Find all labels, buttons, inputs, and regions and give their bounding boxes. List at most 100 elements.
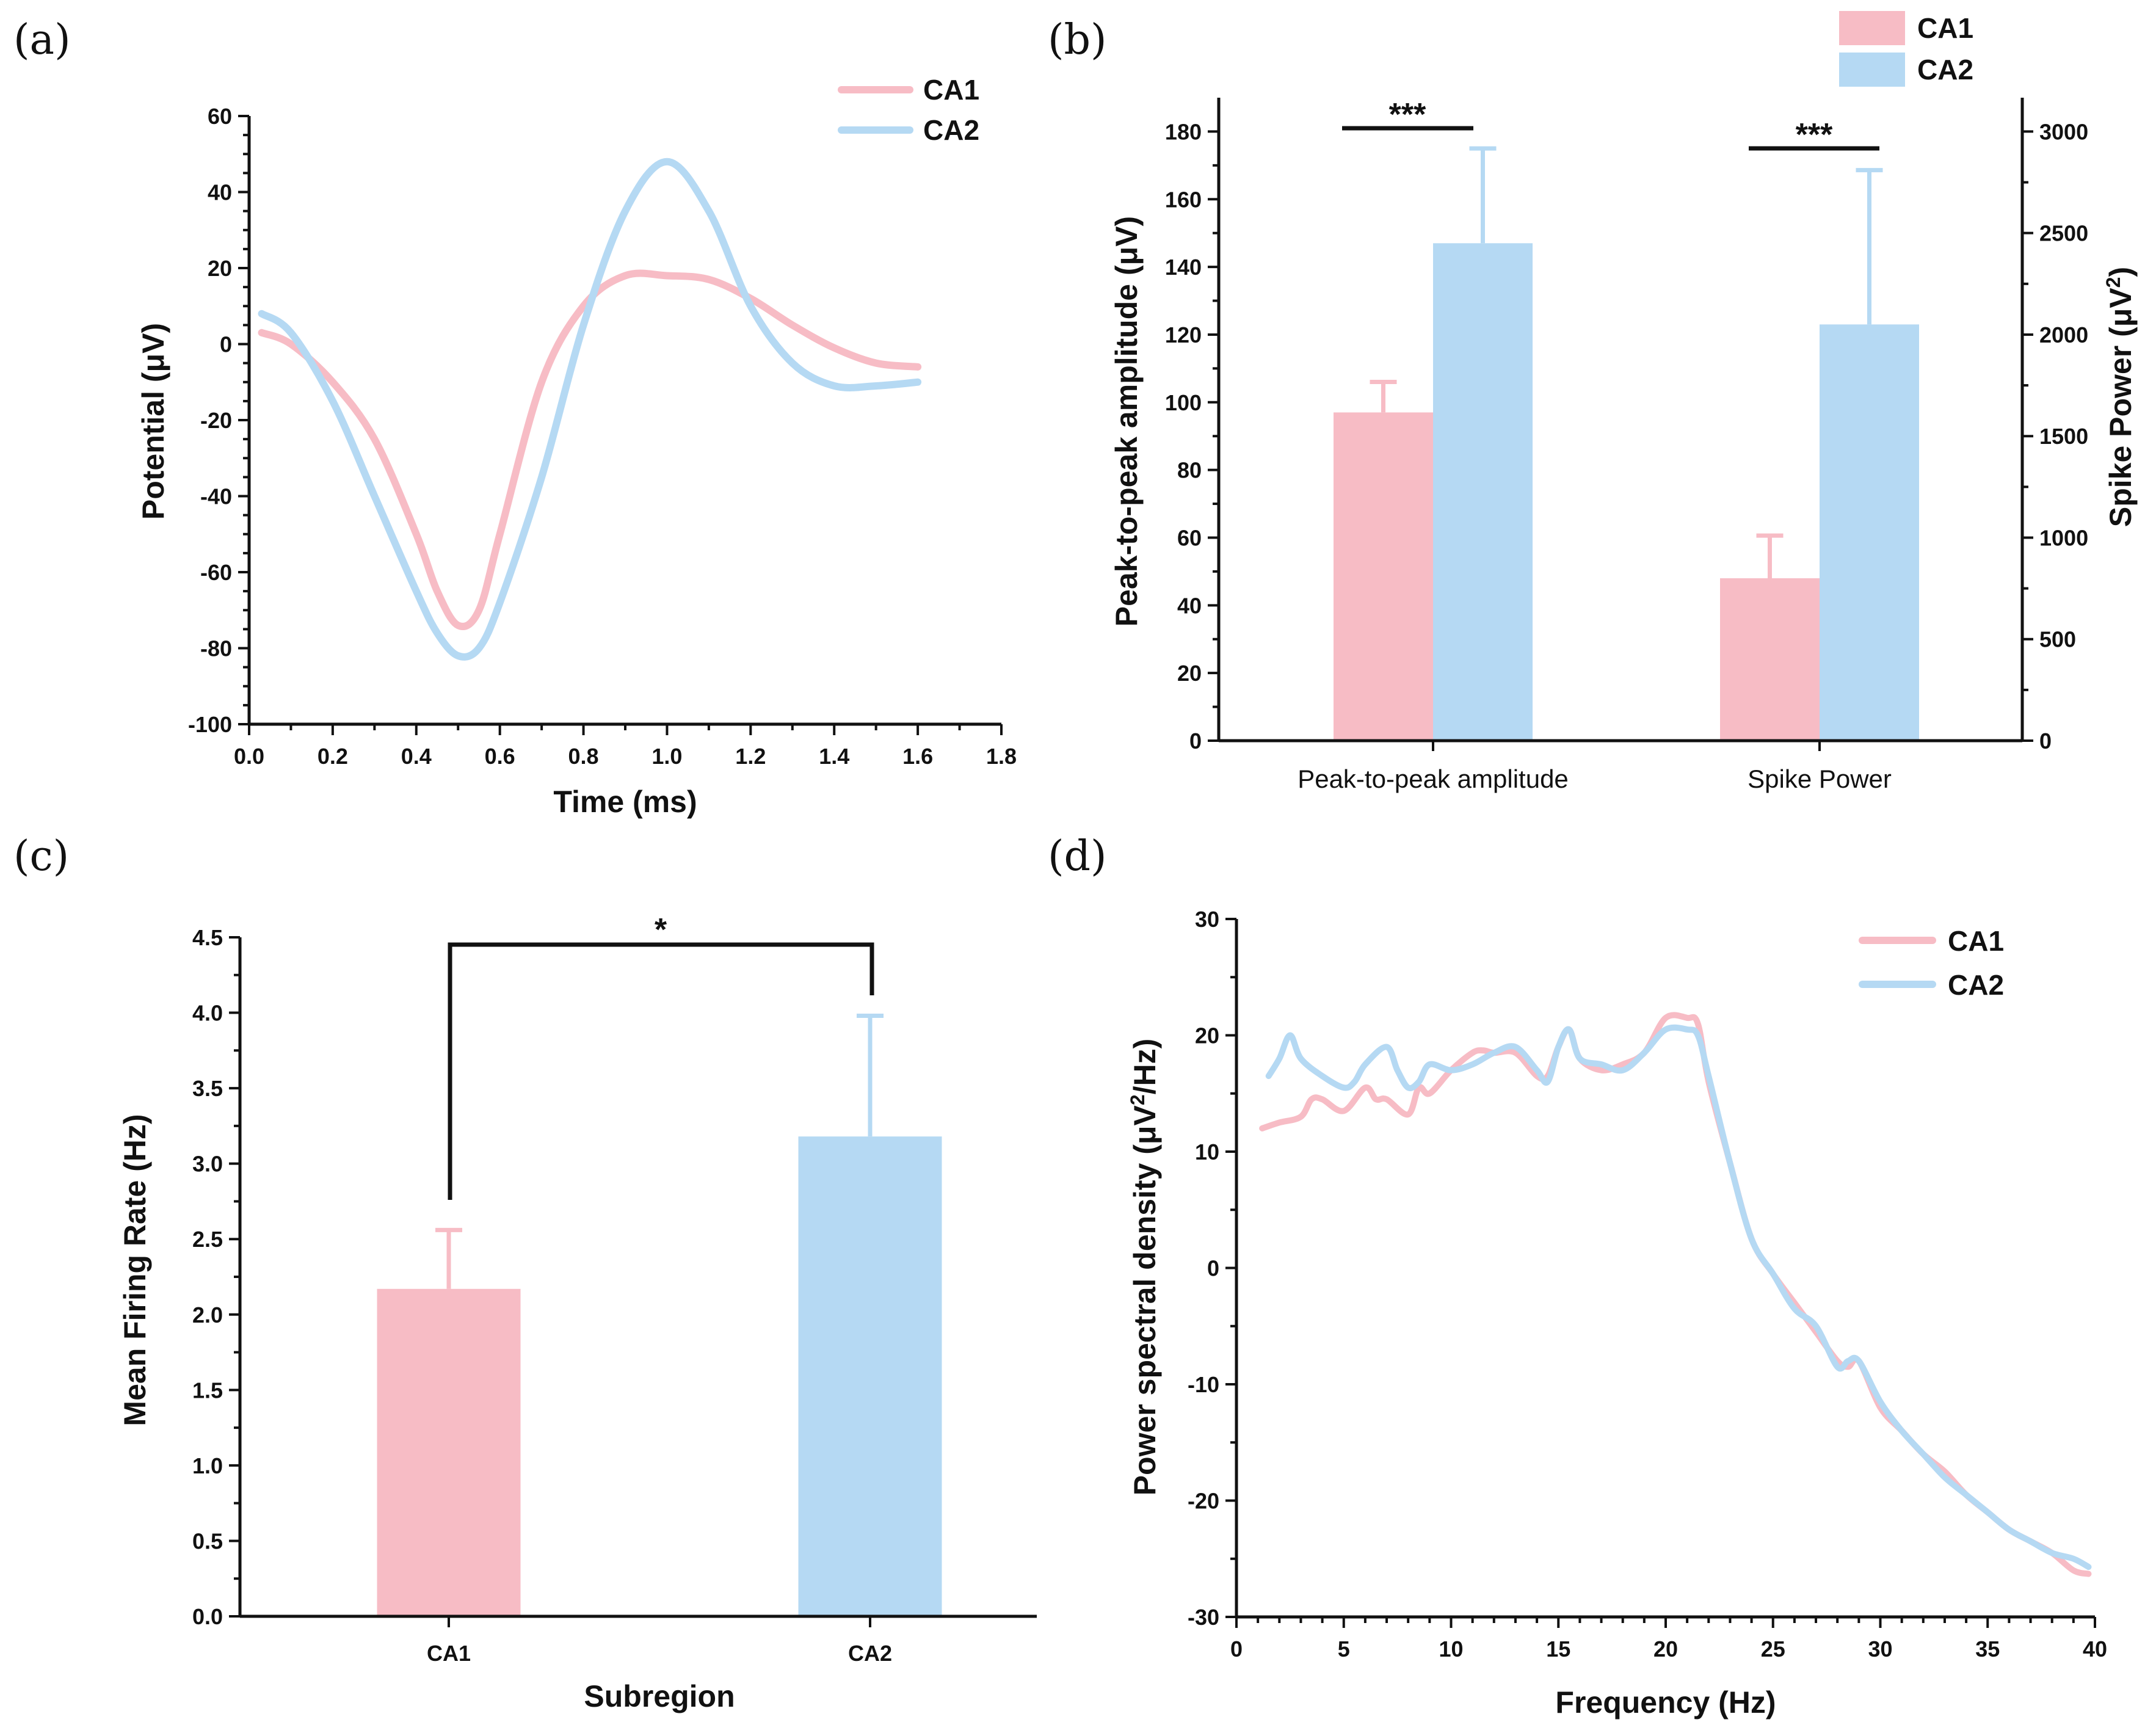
panel-a-legend: CA1 CA2 <box>838 74 979 146</box>
bar-ca1 <box>377 1288 521 1616</box>
panel-d-xlabel: Frequency (Hz) <box>1555 1685 1776 1720</box>
panel-b-category-labels: Peak-to-peak amplitude Spike Power <box>1298 764 1892 793</box>
panel-c-y-tick-label-4: 2.0 <box>192 1302 223 1327</box>
panel-c-bars <box>377 1013 942 1616</box>
panel-b-category-1: Peak-to-peak amplitude <box>1298 764 1569 793</box>
panel-a-x-tick-label-4: 0.8 <box>568 744 599 769</box>
panel-b-y-tick-label-1: 20 <box>1177 661 1202 686</box>
panel-b-y-tick-label-8: 160 <box>1165 187 1202 212</box>
panel-d-ticks: -30 -20 -10 0 10 20 30 0 5 10 15 20 25 30 35 40 <box>1188 907 2107 1662</box>
panel-b: (b) 0 20 40 60 80 100 120 140 160 180 0 500 1000 1500… <box>1048 11 2138 793</box>
panel-b-y-tick-label-3: 60 <box>1177 525 1202 550</box>
panel-c-y-tick-label-9: 4.5 <box>192 925 223 950</box>
legend-label-ca2: CA2 <box>1948 969 2004 1001</box>
legend-label-ca2: CA2 <box>1917 54 1973 85</box>
legend-swatch-ca1 <box>1839 11 1905 45</box>
panel-b-bars <box>1334 146 1919 741</box>
panel-a-series <box>258 158 922 661</box>
panel-c-y-tick-label-0: 0.0 <box>192 1604 223 1629</box>
legend-label-ca2: CA2 <box>923 114 979 146</box>
panel-b-y2-tick-label-3: 1500 <box>2039 424 2088 449</box>
panel-c-y-tick-label-2: 1.0 <box>192 1453 223 1478</box>
panel-b-y2-tick-label-1: 500 <box>2039 627 2076 652</box>
panel-d-x-tick-label-2: 10 <box>1439 1636 1463 1662</box>
panel-b-ylabel-right: Spike Power (μV2) <box>2102 267 2138 527</box>
panel-b-y2-tick-label-0: 0 <box>2039 728 2052 754</box>
panel-a: (a) -100 -80 -60 -40 -20 0 20 40 60 0.0 0.2 0.4 0.6 0… <box>13 16 1017 819</box>
panel-c-ticks: 0.0 0.5 1.0 1.5 2.0 2.5 3.0 3.5 4.0 4.5 <box>192 925 871 1629</box>
panel-d-series <box>1259 1012 2092 1577</box>
panel-d-legend: CA1 CA2 <box>1859 925 2004 1001</box>
series-line-ca2 <box>258 158 922 661</box>
panel-a-y-tick-label-3: -40 <box>200 484 232 509</box>
panel-b-y-tick-label-5: 100 <box>1165 390 1202 415</box>
panel-b-axes <box>1217 98 2024 743</box>
panel-c: (c) 0.0 0.5 1.0 1.5 2.0 2.5 3.0 3.5 4.0 4.5 CA1 C… <box>13 832 1037 1713</box>
legend-swatch-ca2 <box>1839 53 1905 87</box>
panel-a-x-tick-label-7: 1.4 <box>819 744 849 769</box>
panel-a-x-tick-label-9: 1.8 <box>986 744 1017 769</box>
panel-a-label: (a) <box>13 16 71 64</box>
panel-b-legend: CA1 CA2 <box>1839 11 1973 87</box>
sig-bracket <box>448 942 874 1200</box>
panel-d-y-tick-label-4: 10 <box>1195 1139 1219 1164</box>
panel-b-ticks: 0 20 40 60 80 100 120 140 160 180 0 500 1000 1500 2000… <box>1165 119 2088 754</box>
panel-a-y-tick-label-5: 0 <box>220 332 232 357</box>
panel-d-label: (d) <box>1048 832 1107 881</box>
panel-a-y-tick-label-2: -60 <box>200 560 232 585</box>
sig-star: * <box>655 912 667 948</box>
panel-a-x-tick-label-1: 0.2 <box>318 744 348 769</box>
bar-ca2-spike-power <box>1820 324 1919 741</box>
panel-a-xlabel: Time (ms) <box>553 785 697 819</box>
bar-ca1-amplitude <box>1334 412 1433 741</box>
panel-d: (d) -30 -20 -10 0 10 20 30 0 5 10 15 20 25 30 35 40 Fre… <box>1048 832 2107 1720</box>
panel-a-x-tick-label-6: 1.2 <box>735 744 766 769</box>
panel-a-y-tick-label-6: 20 <box>208 256 232 281</box>
panel-c-category-2: CA2 <box>848 1641 892 1666</box>
panel-c-label: (c) <box>13 832 69 881</box>
panel-b-y2-tick-label-4: 2000 <box>2039 322 2088 347</box>
panel-d-x-tick-label-8: 40 <box>2083 1636 2107 1662</box>
panel-b-label: (b) <box>1048 16 1107 64</box>
panel-c-y-tick-label-7: 3.5 <box>192 1076 223 1101</box>
panel-d-x-tick-label-6: 30 <box>1868 1636 1892 1662</box>
panel-a-ticks: -100 -80 -60 -40 -20 0 20 40 60 0.0 0.2 0.4 0.6 0.8 1.… <box>188 104 1017 769</box>
bar-ca2 <box>798 1136 942 1616</box>
panel-d-ylabel: Power spectral density (μV2/Hz) <box>1127 1039 1162 1496</box>
panel-b-y-tick-label-0: 0 <box>1189 728 1202 754</box>
sig-star-1: *** <box>1389 97 1426 133</box>
panel-c-category-labels: CA1 CA2 <box>427 1641 892 1666</box>
panel-a-x-tick-label-8: 1.6 <box>902 744 933 769</box>
panel-d-y-tick-label-2: -10 <box>1188 1372 1219 1397</box>
panel-d-x-tick-label-5: 25 <box>1761 1636 1785 1662</box>
panel-c-axes <box>238 937 1037 1618</box>
panel-c-y-tick-label-5: 2.5 <box>192 1227 223 1252</box>
panel-c-y-tick-label-3: 1.5 <box>192 1378 223 1403</box>
panel-a-y-tick-label-7: 40 <box>208 180 232 205</box>
panel-a-ylabel: Potential (μV) <box>136 323 170 520</box>
panel-c-category-1: CA1 <box>427 1641 471 1666</box>
panel-b-significance: *** *** <box>1342 97 1879 153</box>
panel-c-y-tick-label-1: 0.5 <box>192 1528 223 1553</box>
panel-d-x-tick-label-3: 15 <box>1546 1636 1570 1662</box>
panel-b-ylabel: Peak-to-peak amplitude (μV) <box>1109 216 1144 626</box>
panel-d-x-tick-label-0: 0 <box>1230 1636 1243 1662</box>
sig-star-2: *** <box>1796 117 1833 153</box>
panel-b-y2-tick-label-5: 2500 <box>2039 221 2088 246</box>
panel-d-x-tick-label-7: 35 <box>1975 1636 2000 1662</box>
panel-b-y2-tick-label-6: 3000 <box>2039 119 2088 144</box>
panel-a-x-tick-label-2: 0.4 <box>401 744 432 769</box>
panel-d-y-tick-label-0: -30 <box>1188 1605 1219 1630</box>
panel-b-y-tick-label-9: 180 <box>1165 119 1202 144</box>
panel-d-y-tick-label-5: 20 <box>1195 1023 1219 1048</box>
bar-ca1-spike-power <box>1720 578 1820 741</box>
panel-a-y-tick-label-8: 60 <box>208 104 232 129</box>
panel-a-y-tick-label-0: -100 <box>188 712 232 737</box>
bar-ca2-amplitude <box>1433 243 1533 741</box>
panel-a-x-tick-label-3: 0.6 <box>485 744 515 769</box>
series-line-ca1 <box>258 269 922 630</box>
panel-d-y-tick-label-6: 30 <box>1195 907 1219 932</box>
panel-c-y-tick-label-8: 4.0 <box>192 1001 223 1026</box>
panel-a-x-tick-label-0: 0.0 <box>234 744 264 769</box>
